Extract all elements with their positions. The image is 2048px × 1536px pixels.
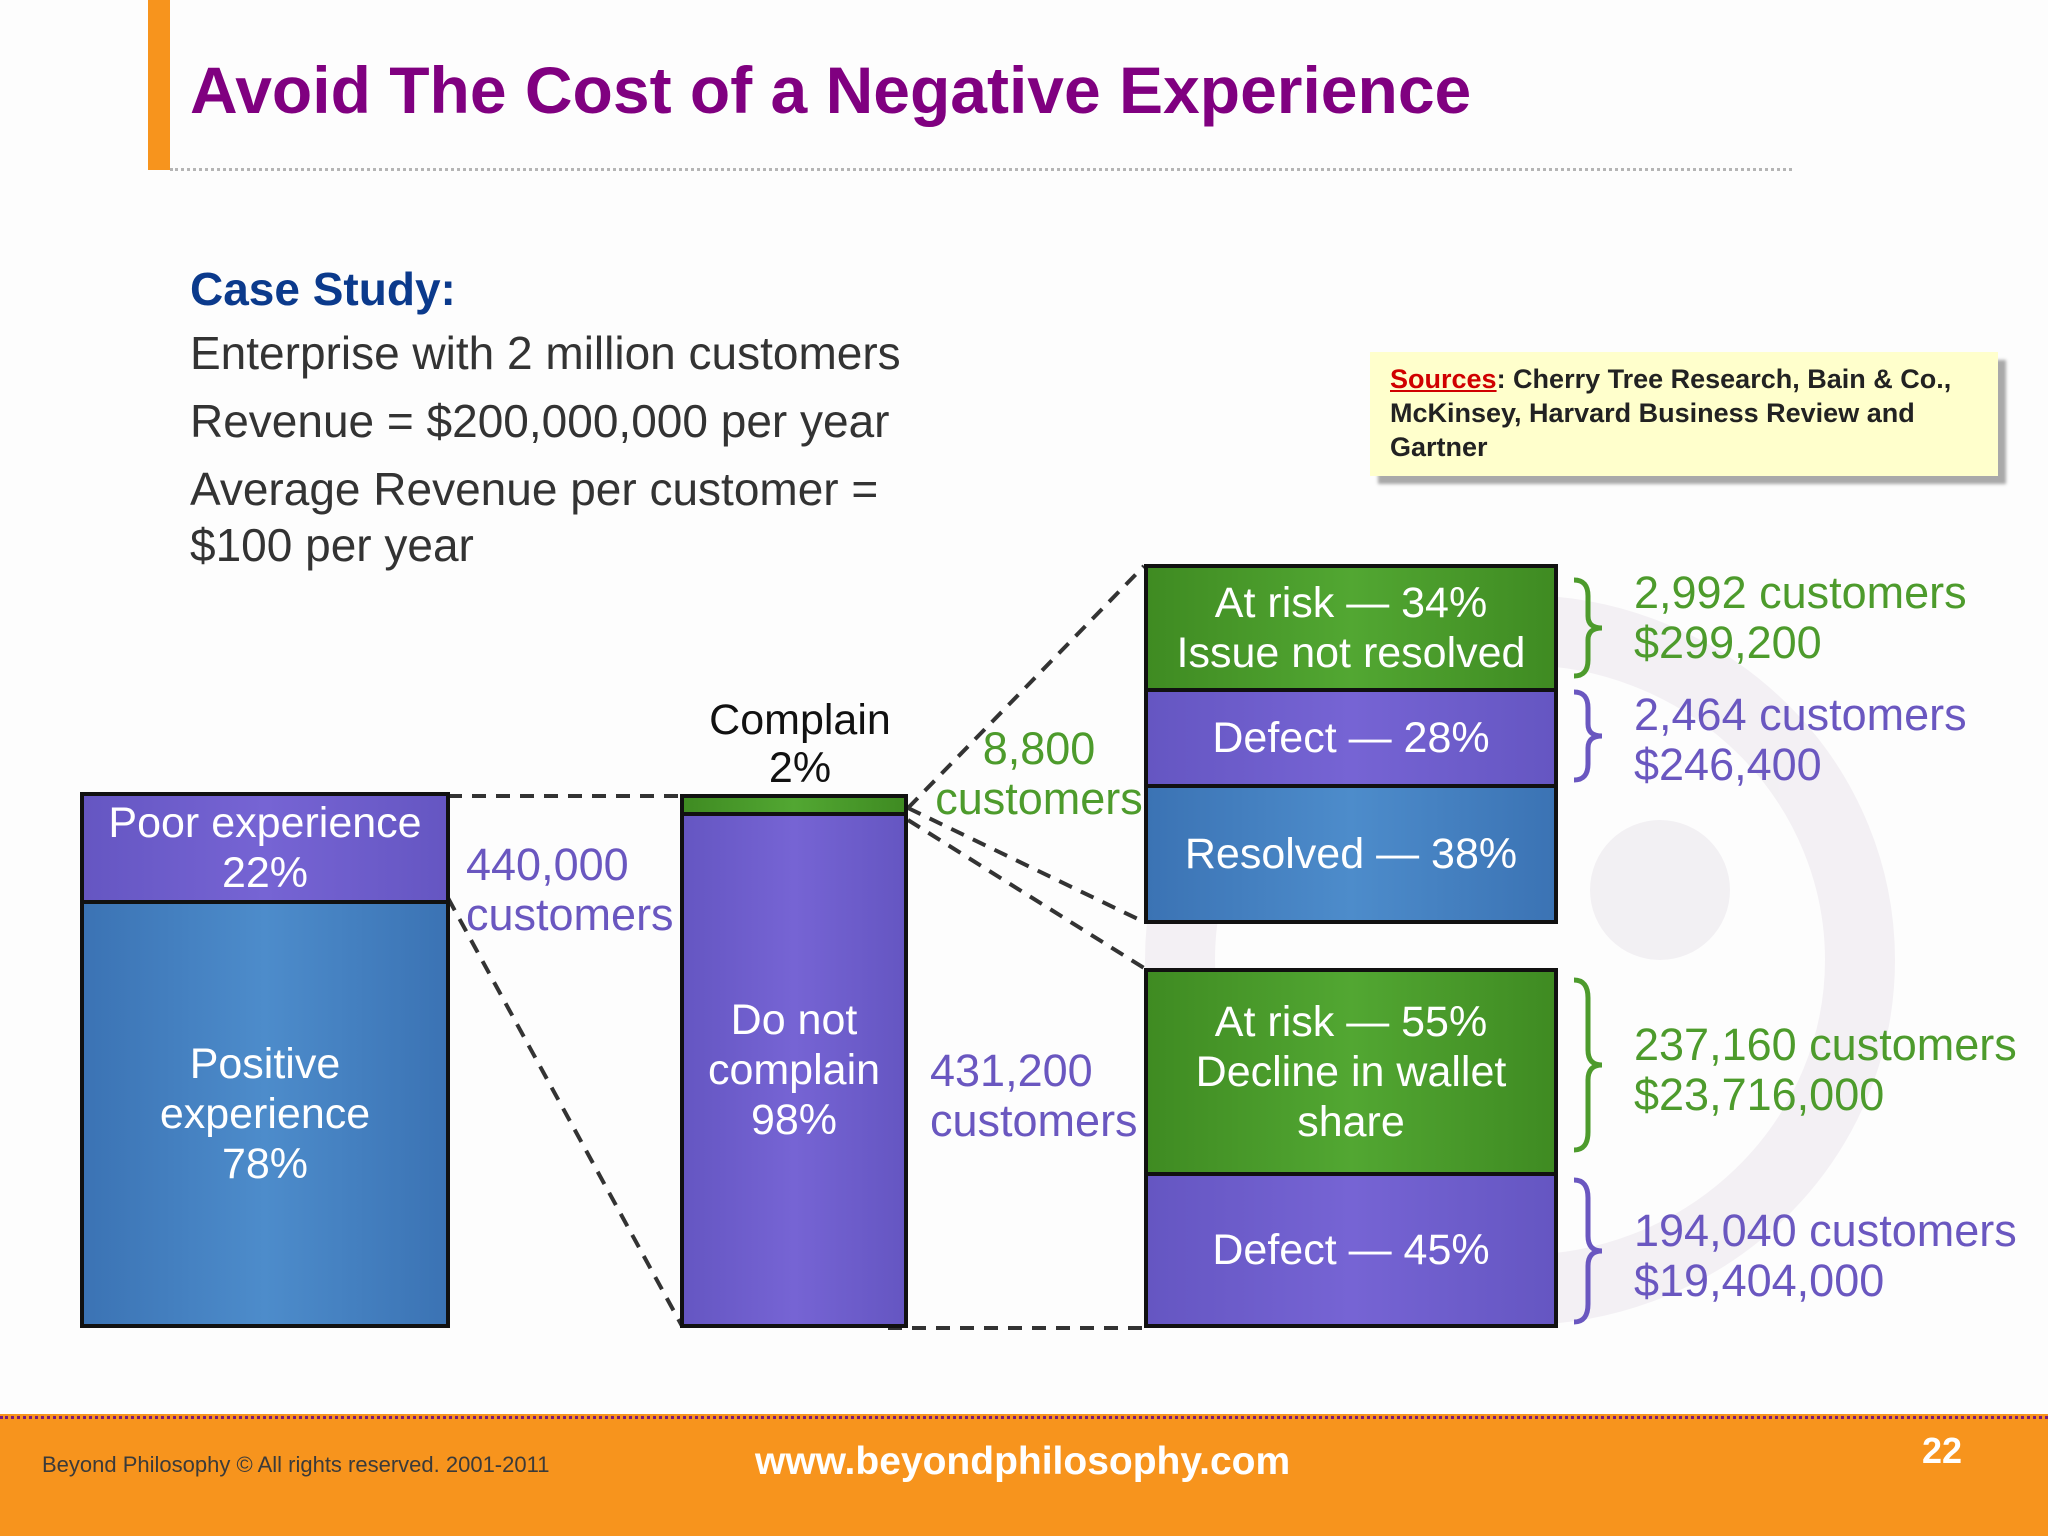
non-complainers-defect-revenue: $19,404,000 <box>1634 1255 1885 1306</box>
complainers-resolved-box: Resolved — 38% <box>1144 784 1558 924</box>
not-complain-customers-word: customers <box>930 1095 1138 1146</box>
complainers-defect-outcome: 2,464 customers $246,400 <box>1634 690 1967 790</box>
complainers-at-risk-label: At risk — 34% <box>1214 579 1488 627</box>
do-not-complain-box: Do not complain 98% <box>680 812 908 1328</box>
do-not-complain-percent: 98% <box>750 1096 838 1144</box>
case-study-line-3: Average Revenue per customer = <box>190 463 879 515</box>
complain-label-percent: 2% <box>768 744 832 792</box>
non-complainers-at-risk-reason-1: Decline in wallet <box>1195 1048 1507 1096</box>
brace-complainers-at-risk <box>1573 577 1603 679</box>
poor-experience-label: Poor experience <box>108 799 422 847</box>
connector-complain-top <box>906 564 1146 810</box>
complain-customers-count: 8,800 <box>982 723 1096 774</box>
case-study-heading: Case Study: <box>190 263 456 315</box>
do-not-complain-label-2: complain <box>707 1046 881 1094</box>
complainers-at-risk-revenue: $299,200 <box>1634 617 1822 668</box>
poor-experience-customers: 440,000 customers <box>466 840 674 940</box>
title-divider <box>170 168 1792 171</box>
sources-note: Sources: Cherry Tree Research, Bain & Co… <box>1370 352 1998 476</box>
brace-non-complainers-defect <box>1573 1177 1603 1325</box>
complainers-defect-customers: 2,464 customers <box>1634 689 1967 740</box>
complainers-at-risk-box: At risk — 34% Issue not resolved <box>1144 564 1558 692</box>
positive-experience-label-2: experience <box>159 1090 371 1138</box>
page-title: Avoid The Cost of a Negative Experience <box>190 53 1472 127</box>
case-study-line-1: Enterprise with 2 million customers <box>190 327 901 379</box>
non-complainers-defect-label: Defect — 45% <box>1212 1226 1490 1274</box>
complain-customers-word: customers <box>935 773 1143 824</box>
connector-complain-bottom <box>907 806 1145 924</box>
case-study-line-2: Revenue = $200,000,000 per year <box>190 395 890 447</box>
do-not-complain-label-1: Do not <box>730 996 858 1044</box>
brace-complainers-defect <box>1573 689 1603 783</box>
poor-customers-count: 440,000 <box>466 839 629 890</box>
positive-experience-label-1: Positive <box>189 1040 341 1088</box>
positive-experience-box: Positive experience 78% <box>80 900 450 1328</box>
complainers-defect-revenue: $246,400 <box>1634 739 1822 790</box>
case-study-line-4: $100 per year <box>190 519 474 571</box>
non-complainers-defect-customers: 194,040 customers <box>1634 1205 2017 1256</box>
footer-divider <box>0 1416 2048 1419</box>
complainers-defect-label: Defect — 28% <box>1212 714 1490 762</box>
sources-text: : Cherry Tree Research, Bain & Co., McKi… <box>1390 364 1952 462</box>
title-accent-bar <box>148 0 170 170</box>
complainers-at-risk-customers: 2,992 customers <box>1634 567 1967 618</box>
poor-experience-percent: 22% <box>221 849 309 897</box>
not-complain-customers: 431,200 customers <box>930 1046 1138 1146</box>
non-complainers-defect-outcome: 194,040 customers $19,404,000 <box>1634 1206 2017 1306</box>
page-number: 22 <box>1922 1430 1963 1471</box>
complainers-defect-box: Defect — 28% <box>1144 688 1558 788</box>
poor-experience-box: Poor experience 22% <box>80 792 450 904</box>
non-complainers-at-risk-outcome: 237,160 customers $23,716,000 <box>1634 1020 2017 1120</box>
complain-label: Complain 2% <box>680 696 920 792</box>
complainers-resolved-label: Resolved — 38% <box>1184 830 1518 878</box>
connector-poor-bottom <box>446 897 684 1327</box>
non-complainers-at-risk-revenue: $23,716,000 <box>1634 1069 1885 1120</box>
copyright: Beyond Philosophy © All rights reserved.… <box>42 1452 550 1477</box>
complain-customers: 8,800 customers <box>934 724 1144 824</box>
footer-band <box>0 1414 2048 1536</box>
complain-label-text: Complain <box>709 696 891 744</box>
non-complainers-at-risk-customers: 237,160 customers <box>1634 1019 2017 1070</box>
not-complain-customers-count: 431,200 <box>930 1045 1093 1096</box>
sources-label: Sources <box>1390 364 1497 394</box>
positive-experience-percent: 78% <box>221 1140 309 1188</box>
non-complainers-at-risk-label: At risk — 55% <box>1214 998 1488 1046</box>
non-complainers-at-risk-box: At risk — 55% Decline in wallet share <box>1144 968 1558 1176</box>
complainers-at-risk-reason: Issue not resolved <box>1176 629 1526 677</box>
brace-non-complainers-at-risk <box>1573 977 1603 1153</box>
poor-customers-word: customers <box>466 889 674 940</box>
complainers-at-risk-outcome: 2,992 customers $299,200 <box>1634 568 1967 668</box>
website-link[interactable]: www.beyondphilosophy.com <box>755 1440 1291 1483</box>
non-complainers-defect-box: Defect — 45% <box>1144 1172 1558 1328</box>
non-complainers-at-risk-reason-2: share <box>1297 1098 1405 1146</box>
